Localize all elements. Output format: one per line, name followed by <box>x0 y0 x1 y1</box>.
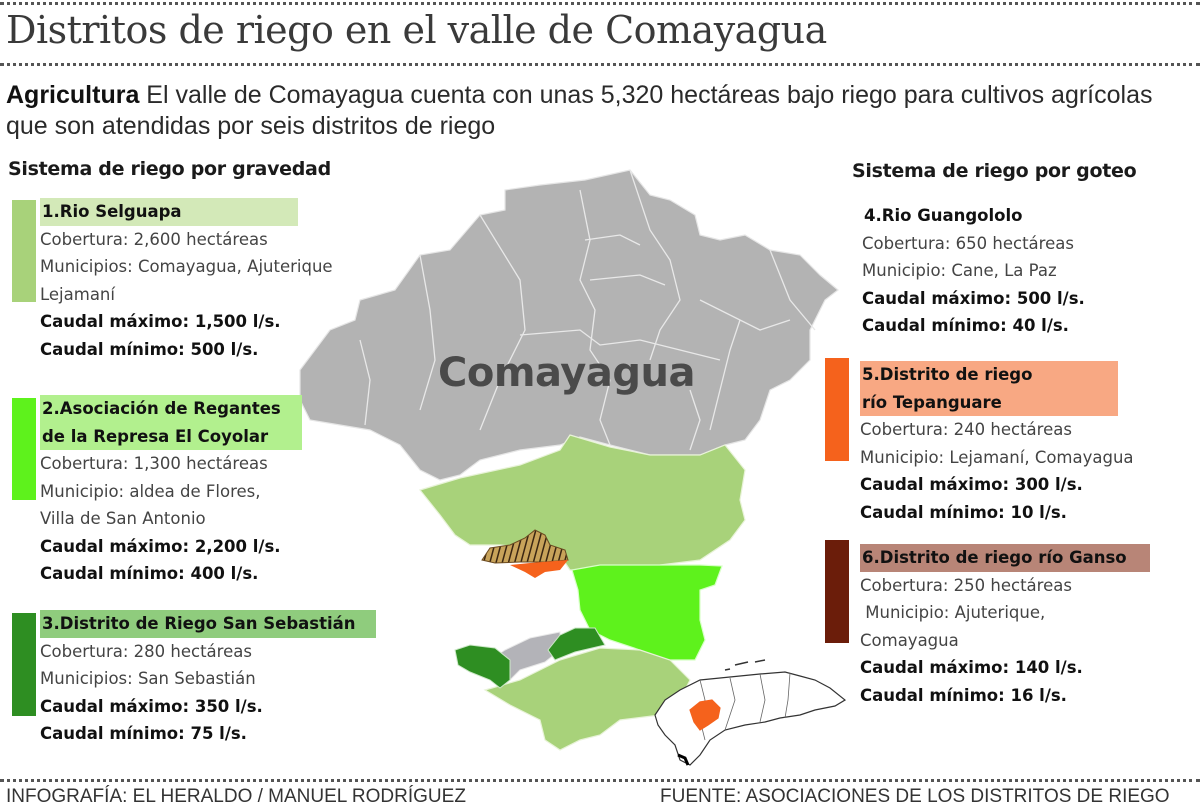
district-3-cobertura: Cobertura: 280 hectáreas <box>40 641 252 661</box>
district-5-cobertura: Cobertura: 240 hectáreas <box>860 420 1072 439</box>
intro-text: El valle de Comayagua cuenta con unas 5,… <box>6 81 1153 140</box>
intro-lead: Agricultura <box>6 81 140 109</box>
district-4-cobertura: Cobertura: 650 hectáreas <box>862 233 1074 253</box>
district-2-municipios-2: Villa de San Antonio <box>40 509 206 528</box>
footer-source: FUENTE: ASOCIACIONES DE LOS DISTRITOS DE… <box>660 786 1170 807</box>
district-4-municipios-1: Municipio: Cane, La Paz <box>862 261 1057 280</box>
district-5-caudal-min: Caudal mínimo: 10 l/s. <box>860 502 1067 522</box>
district-2-cobertura: Cobertura: 1,300 hectáreas <box>40 454 268 473</box>
district-2-name-block: 2.Asociación de Regantes de la Represa E… <box>40 395 302 450</box>
district-1-name: 1.Rio Selguapa <box>40 198 298 226</box>
district-3-caudal-max: Caudal máximo: 350 l/s. <box>40 696 263 716</box>
honduras-locator-map <box>654 659 847 766</box>
district-1-color-bar <box>12 200 36 302</box>
district-1-caudal-max: Caudal máximo: 1,500 l/s. <box>40 312 281 331</box>
district-5-name-line-2: río Tepanguare <box>862 392 1002 412</box>
district-6-cobertura: Cobertura: 250 hectáreas <box>860 575 1072 595</box>
district-1-cobertura: Cobertura: 2,600 hectáreas <box>40 229 268 249</box>
district-6-caudal-max: Caudal máximo: 140 l/s. <box>860 658 1083 677</box>
district-1-municipios-2: Lejamaní <box>40 284 115 304</box>
district-6-name: 6.Distrito de riego río Ganso <box>860 544 1150 572</box>
district-2-caudal-max: Caudal máximo: 2,200 l/s. <box>40 536 281 556</box>
page-title: Distritos de riego en el valle de Comaya… <box>6 8 827 52</box>
map-district-2 <box>571 564 723 661</box>
district-5-municipios-1: Municipio: Lejamaní, Comayagua <box>860 447 1134 467</box>
intro-paragraph: Agricultura El valle de Comayagua cuenta… <box>6 80 1186 142</box>
district-6-color-bar <box>825 540 849 643</box>
district-3-color-bar <box>12 613 36 716</box>
district-3-caudal-min: Caudal mínimo: 75 l/s. <box>40 724 247 743</box>
district-2-entry: 2.Asociación de Regantes de la Represa E… <box>40 395 302 588</box>
district-2-municipios-1: Municipio: aldea de Flores, <box>40 481 261 501</box>
district-1-entry: 1.Rio Selguapa Cobertura: 2,600 hectárea… <box>40 198 333 363</box>
district-6-caudal-min: Caudal mínimo: 16 l/s. <box>860 685 1067 705</box>
district-5-entry: 5.Distrito de riego río Tepanguare Cober… <box>860 361 1134 526</box>
drip-heading: Sistema de riego por goteo <box>852 160 1137 182</box>
district-4-caudal-min: Caudal mínimo: 40 l/s. <box>862 316 1069 335</box>
district-4-name: 4.Rio Guangololo <box>864 206 1023 225</box>
district-5-color-bar <box>825 358 849 461</box>
map-district-1-north <box>418 434 746 571</box>
title-dotted-rule <box>0 63 1200 66</box>
district-2-caudal-min: Caudal mínimo: 400 l/s. <box>40 564 259 583</box>
map-district-3-east <box>547 627 606 661</box>
district-4-entry: 4.Rio Guangololo Cobertura: 650 hectárea… <box>862 202 1085 340</box>
district-5-name-block: 5.Distrito de riego río Tepanguare <box>860 361 1118 416</box>
map-label-comayagua: Comayagua <box>438 350 695 396</box>
district-4-caudal-max: Caudal máximo: 500 l/s. <box>862 288 1085 308</box>
map-district-3-west <box>454 644 511 689</box>
district-3-entry: 3.Distrito de Riego San Sebastián Cobert… <box>40 610 376 748</box>
district-5-name-line-1: 5.Distrito de riego <box>862 365 1033 384</box>
district-3-municipios-1: Municipios: San Sebastián <box>40 669 256 688</box>
footer-credit: INFOGRAFÍA: EL HERALDO / MANUEL RODRÍGUE… <box>6 786 466 807</box>
district-2-color-bar <box>12 398 36 500</box>
district-1-municipios-1: Municipios: Comayagua, Ajuterique <box>40 257 333 276</box>
district-2-name-line-2: de la Represa El Coyolar <box>42 426 269 446</box>
map-district-6 <box>481 529 569 564</box>
gravity-heading: Sistema de riego por gravedad <box>8 158 331 180</box>
district-3-name: 3.Distrito de Riego San Sebastián <box>40 610 376 638</box>
map-gray-region <box>299 169 839 481</box>
district-1-caudal-min: Caudal mínimo: 500 l/s. <box>40 339 259 359</box>
footer-dotted-rule <box>0 779 1200 782</box>
district-6-municipios-2: Comayagua <box>860 630 959 650</box>
district-5-caudal-max: Caudal máximo: 300 l/s. <box>860 475 1083 494</box>
district-6-entry: 6.Distrito de riego río Ganso Cobertura:… <box>860 544 1150 709</box>
map-district-5 <box>510 560 568 578</box>
district-6-municipios-1: Municipio: Ajuterique, <box>860 603 1046 622</box>
district-2-name-line-1: 2.Asociación de Regantes <box>42 399 281 418</box>
top-dotted-rule <box>0 2 1200 5</box>
